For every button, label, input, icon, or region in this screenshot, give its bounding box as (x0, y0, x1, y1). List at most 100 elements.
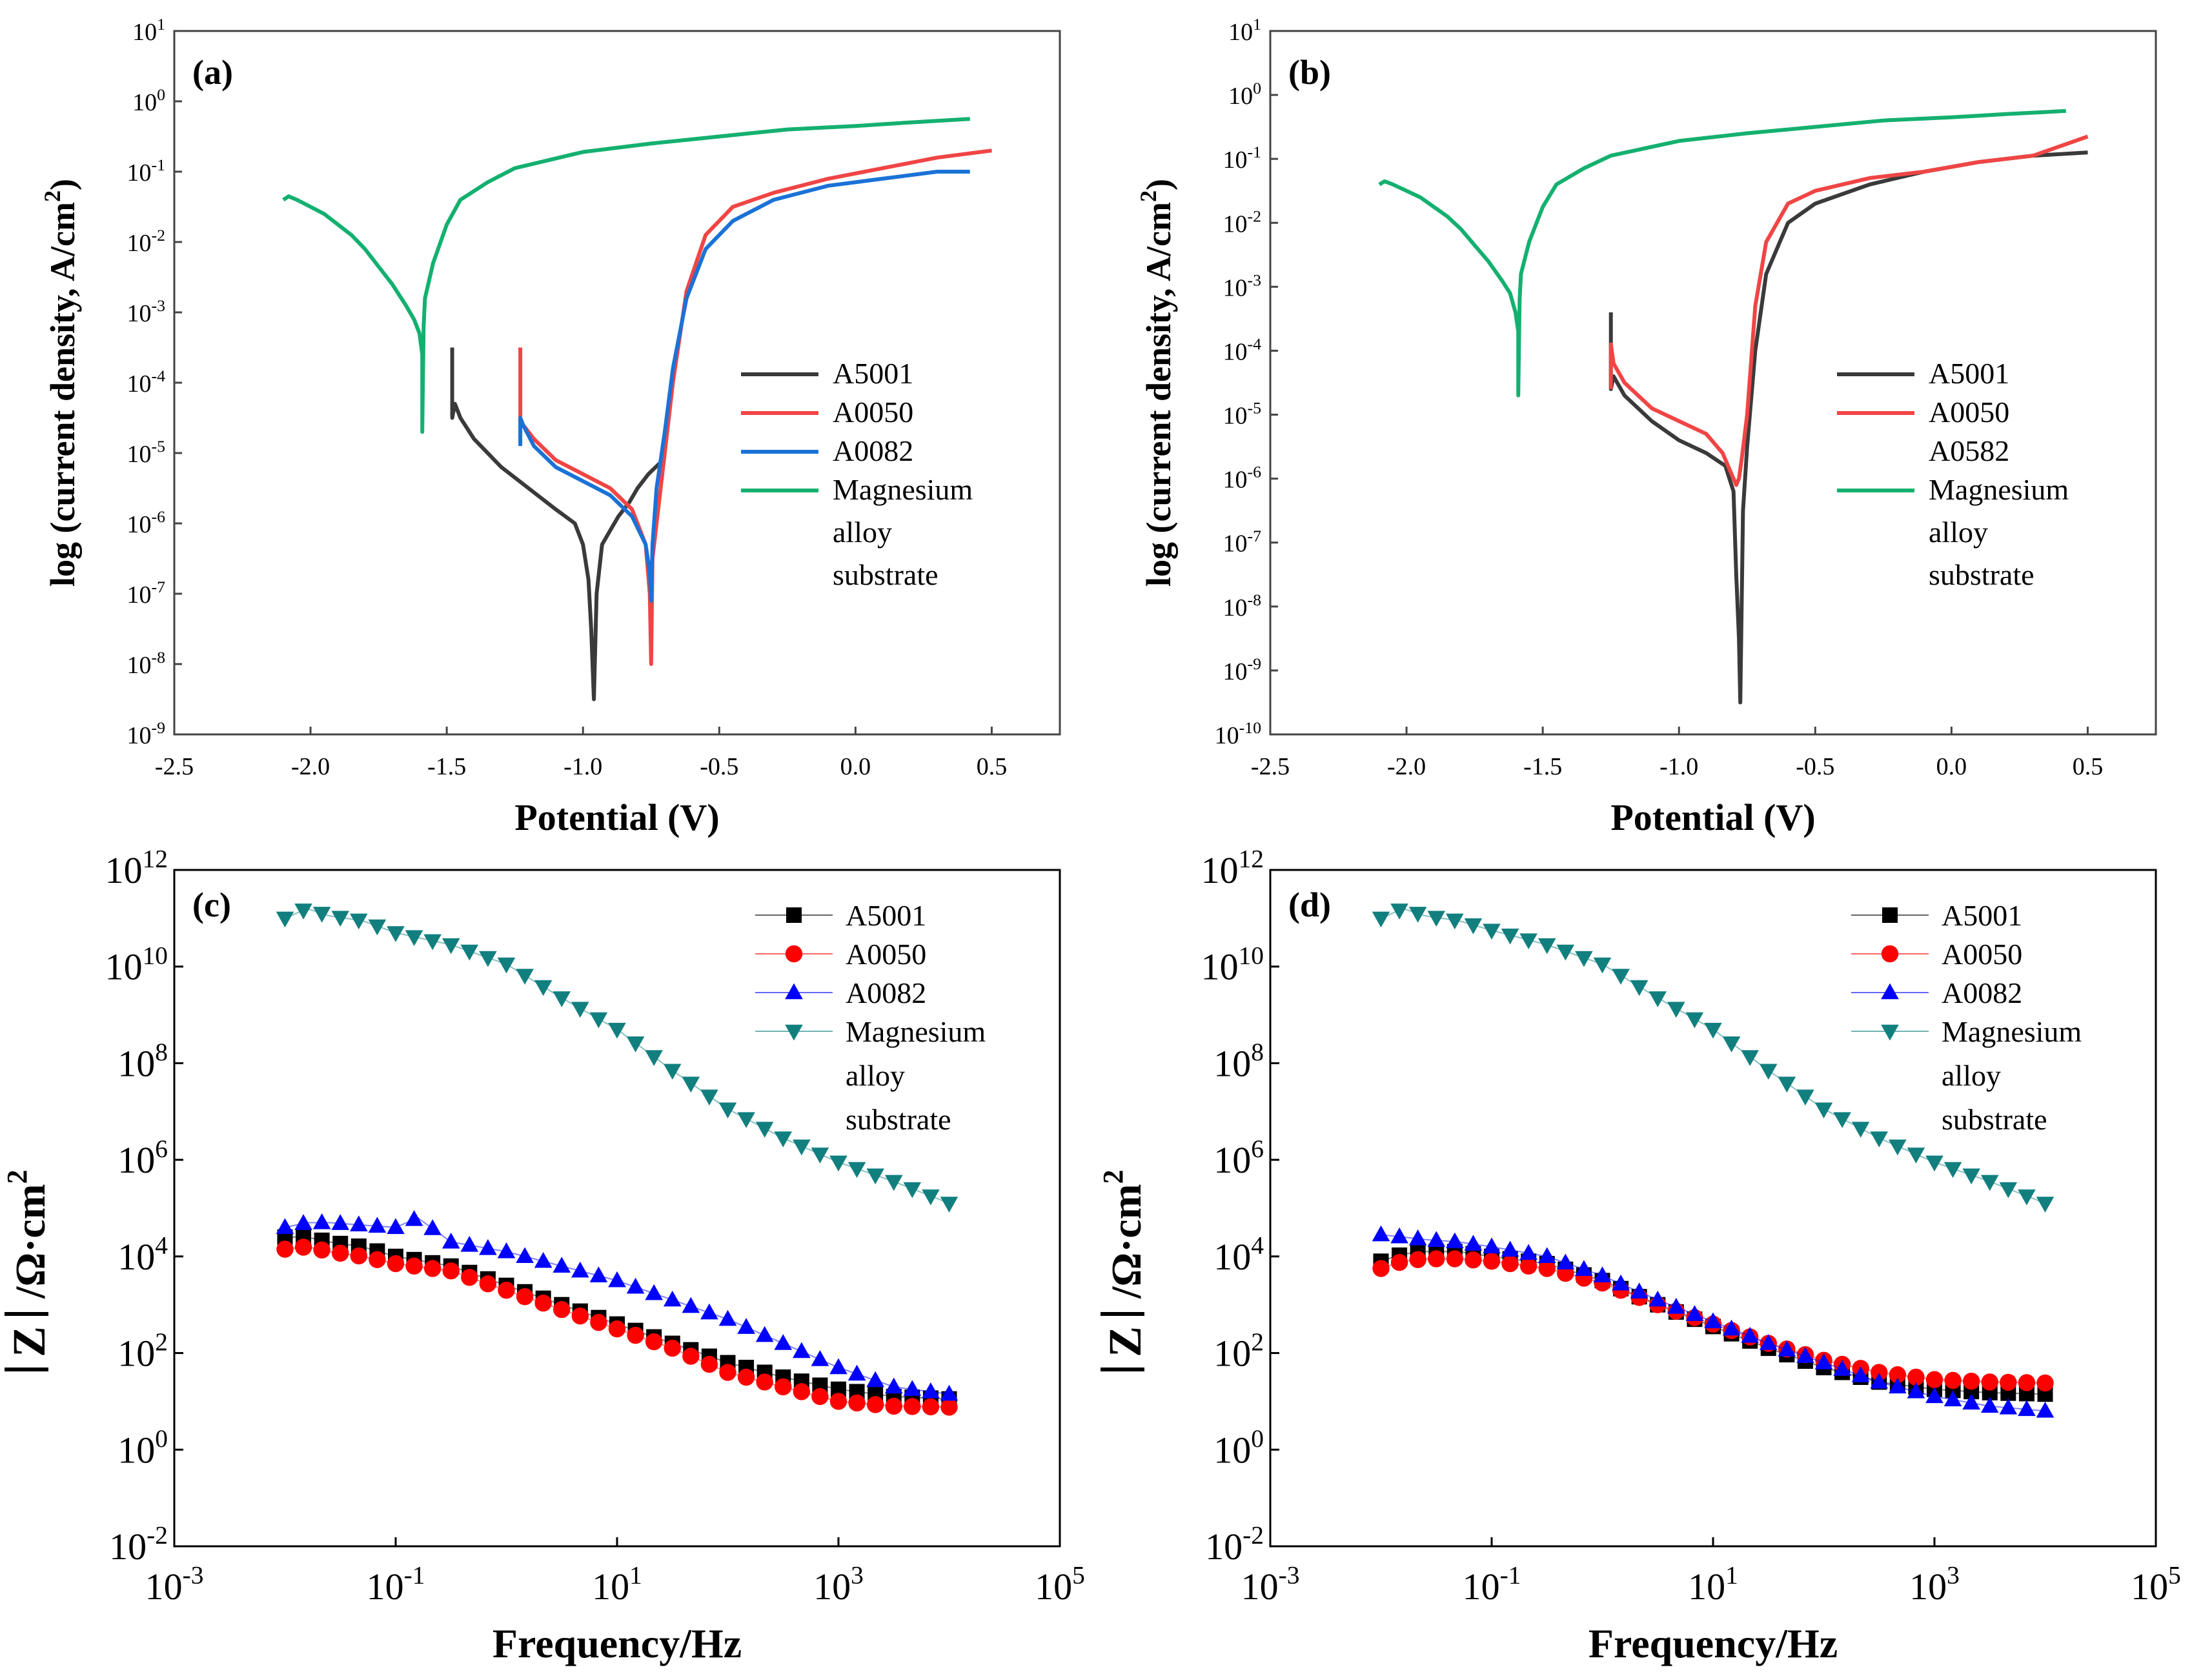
legend-label: A0082 (833, 434, 913, 467)
plot-frame (1269, 30, 2157, 736)
data-point (1446, 913, 1464, 930)
panel-label: (d) (1288, 885, 1331, 924)
data-point (1962, 1373, 1980, 1390)
y-tick-label: 106 (117, 1135, 168, 1181)
data-point (276, 1218, 294, 1235)
y-tick-label: 10-4 (1223, 334, 1261, 365)
series-group (276, 904, 959, 1416)
data-point (847, 1364, 866, 1381)
series-line-magnesium (282, 117, 970, 434)
data-point (1944, 1371, 1962, 1389)
data-point (571, 1307, 589, 1325)
series-line-a0082 (518, 170, 970, 603)
data-point (1427, 1231, 1446, 1247)
x-tick-label: -1.0 (563, 753, 602, 780)
y-tick-label: 100 (132, 85, 165, 116)
series-group (282, 117, 992, 702)
data-point (441, 938, 460, 954)
data-point (1409, 1251, 1426, 1269)
data-point (2036, 1402, 2055, 1418)
data-point (1575, 951, 1593, 967)
y-axis-title-unit: /Ω·cm2 (1097, 1170, 1150, 1299)
data-point (1870, 1373, 1889, 1389)
data-point (1575, 1260, 1593, 1277)
y-tick-label: 10-2 (127, 226, 165, 257)
data-point (645, 1050, 663, 1066)
data-point (534, 980, 553, 996)
data-point (1722, 1319, 1741, 1336)
data-point (811, 1350, 829, 1366)
plot-frame (173, 30, 1061, 736)
data-point (571, 1261, 589, 1278)
data-point (1630, 1282, 1649, 1298)
data-point (608, 1271, 626, 1287)
data-point (516, 969, 534, 985)
data-point (774, 1334, 793, 1350)
data-point (369, 1251, 386, 1269)
x-tick-label: 0.5 (977, 753, 1008, 780)
data-point (608, 1320, 626, 1338)
data-point (940, 1384, 959, 1401)
data-point (516, 1247, 534, 1264)
data-point (793, 1139, 811, 1156)
y-axis-title: log (current density, A/cm2) (1135, 179, 1178, 587)
data-point (1667, 1002, 1685, 1018)
data-point (387, 926, 405, 942)
data-point (1962, 1168, 1980, 1185)
data-point (1925, 1387, 1943, 1404)
data-point (1907, 1147, 1925, 1164)
data-point (1446, 1250, 1464, 1267)
data-point (1814, 1353, 1833, 1369)
y-tick-label: 102 (1213, 1328, 1264, 1374)
legend-label: Magnesium alloy substrate (846, 1015, 986, 1136)
data-point (737, 1318, 755, 1334)
x-tick-label: 0.5 (2073, 753, 2104, 780)
y-tick-label: 10-1 (127, 156, 165, 187)
data-point (1704, 1312, 1722, 1329)
x-axis-title: Potential (V) (514, 796, 719, 838)
y-tick-label: 10-2 (1223, 207, 1261, 237)
data-point (1537, 1247, 1556, 1264)
data-point (331, 911, 350, 927)
data-point (775, 1378, 792, 1396)
legend-label: A0050 (846, 938, 926, 971)
y-tick-label: 108 (117, 1038, 168, 1084)
data-point (811, 1388, 829, 1406)
x-tick-label: 103 (813, 1561, 864, 1608)
legend-marker (1882, 907, 1898, 923)
data-point (460, 944, 479, 961)
series-line (285, 1217, 949, 1395)
data-point (663, 1290, 682, 1307)
data-point (682, 1297, 700, 1313)
data-point (793, 1342, 811, 1358)
x-axis-title: Potential (V) (1610, 796, 1815, 838)
data-point (1501, 1240, 1519, 1257)
x-tick-label: 105 (1035, 1561, 1085, 1608)
data-point (1390, 904, 1408, 920)
y-tick-label: 100 (1228, 79, 1261, 110)
data-point (497, 1242, 516, 1258)
data-point (866, 1371, 884, 1388)
data-point (479, 1238, 497, 1255)
data-point (903, 1182, 922, 1198)
y-tick-label: 101 (1228, 15, 1261, 46)
data-point (737, 1112, 755, 1128)
y-tick-label: 1012 (1201, 845, 1264, 891)
plot-frame (1269, 869, 2157, 1548)
legend-label: Magnesium alloy substrate (1929, 473, 2069, 591)
x-tick-label: -0.5 (700, 753, 738, 780)
data-point (1556, 944, 1575, 961)
data-point (571, 1002, 589, 1018)
legend-marker (1881, 1024, 1899, 1041)
data-point (1685, 1012, 1704, 1029)
x-tick-label: 101 (592, 1561, 642, 1608)
data-point (922, 1382, 940, 1398)
legend-marker (785, 1024, 803, 1041)
data-point (1483, 924, 1501, 940)
data-point (1408, 907, 1427, 923)
data-point (645, 1333, 663, 1351)
legend-marker (785, 983, 803, 1000)
data-point (553, 1257, 571, 1273)
y-tick-label: 108 (1213, 1038, 1264, 1084)
y-tick-label: 102 (117, 1328, 168, 1374)
